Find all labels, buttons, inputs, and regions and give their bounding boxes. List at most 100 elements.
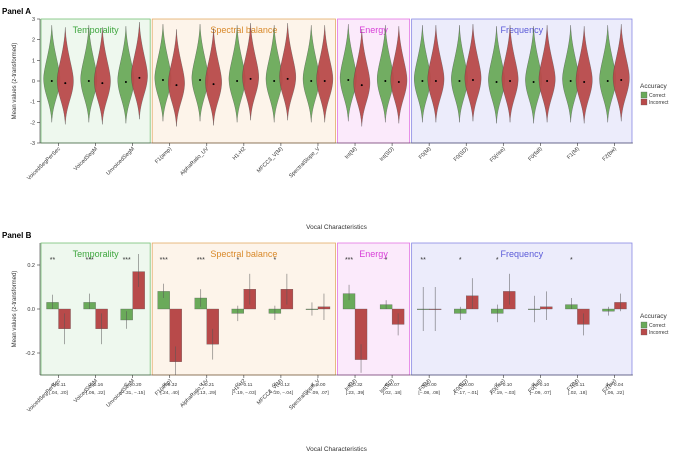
violin-mean-point bbox=[384, 80, 387, 82]
violin-incorrect bbox=[316, 25, 333, 123]
y-tick-label: -2 bbox=[30, 120, 35, 126]
effect-size-ci: [.23, .39] bbox=[346, 390, 365, 396]
violin-mean-point bbox=[212, 83, 215, 86]
violin-mean-point bbox=[64, 82, 67, 85]
effect-size: d=0.16 bbox=[88, 382, 103, 388]
significance-mark: * bbox=[274, 257, 277, 264]
x-tick-label: F1(M) bbox=[566, 146, 581, 161]
violin-mean-point bbox=[161, 78, 164, 81]
violin-mean-point bbox=[138, 76, 141, 79]
y-tick-label: 1 bbox=[32, 58, 35, 64]
violin-mean-point bbox=[286, 77, 289, 80]
violin-mean-point bbox=[347, 78, 350, 81]
violin-mean-point bbox=[397, 81, 400, 84]
violin-incorrect bbox=[205, 28, 222, 126]
x-tick-label: SpectralSlope_V bbox=[288, 146, 321, 179]
y-axis-label: Mean values (z-transformed) bbox=[12, 271, 18, 348]
effect-size-ci: [.02, .18] bbox=[383, 390, 402, 396]
violin-mean-point bbox=[434, 80, 437, 82]
violin-correct bbox=[340, 24, 357, 122]
violin-mean-point bbox=[569, 80, 572, 82]
significance-mark: *** bbox=[197, 257, 205, 264]
effect-size: d=0.00 bbox=[422, 382, 437, 388]
violin-mean-point bbox=[471, 78, 474, 81]
violin-mean-point bbox=[236, 80, 239, 82]
effect-size-ci: [−.17, −.01] bbox=[454, 390, 478, 396]
significance-mark: * bbox=[570, 257, 573, 264]
group-title: Energy bbox=[359, 25, 388, 35]
x-tick-label: F0(rise) bbox=[489, 146, 507, 164]
significance-mark: *** bbox=[345, 257, 353, 264]
significance-mark: ** bbox=[50, 257, 56, 264]
violin-mean-point bbox=[273, 80, 276, 82]
x-tick-label: F1(amp) bbox=[154, 146, 173, 165]
effect-size-ci: [−.08, .08] bbox=[418, 390, 439, 396]
effect-size: d=0.21 bbox=[199, 382, 214, 388]
effect-size: d=0.07 bbox=[385, 382, 400, 388]
legend-title: Accuracy bbox=[640, 313, 667, 320]
significance-mark: ** bbox=[420, 257, 426, 264]
x-tick-label: F2(bw) bbox=[602, 146, 618, 162]
legend-swatch-correct bbox=[640, 321, 648, 329]
violin-correct bbox=[154, 24, 172, 122]
violin-mean-point bbox=[620, 78, 623, 81]
x-tick-label: F0(fall) bbox=[527, 146, 543, 162]
effect-size: d=0.11 bbox=[51, 382, 66, 388]
effect-size: d=−0.10 bbox=[494, 382, 512, 388]
violin-mean-point bbox=[606, 80, 609, 82]
violin-incorrect bbox=[390, 26, 408, 124]
effect-size-ci: [−.19, −.03] bbox=[232, 390, 256, 396]
violin-mean-point bbox=[199, 78, 202, 81]
violin-incorrect bbox=[94, 27, 111, 125]
legend-label: Correct bbox=[649, 93, 666, 99]
violin-mean-point bbox=[532, 81, 535, 84]
violin-incorrect bbox=[464, 24, 482, 122]
violin-mean-point bbox=[50, 80, 53, 82]
legend-label: Correct bbox=[649, 323, 666, 329]
violin-incorrect bbox=[612, 24, 630, 122]
x-tick-label: MFCC3_V(M) bbox=[256, 146, 284, 174]
group-title: Frequency bbox=[501, 25, 544, 35]
x-tick-label: Int(M) bbox=[344, 146, 359, 161]
effect-size-ci: [−.31, −.15] bbox=[121, 390, 145, 396]
effect-size-ci: [−.20, −.04] bbox=[269, 390, 293, 396]
effect-size-ci: [−.19, −.03] bbox=[491, 390, 515, 396]
panel-label: Panel A bbox=[2, 7, 31, 16]
significance-mark: * bbox=[496, 257, 499, 264]
violin-incorrect bbox=[131, 22, 148, 120]
violin-incorrect bbox=[168, 29, 185, 127]
violin-mean-point bbox=[249, 77, 252, 80]
effect-size: d=0.11 bbox=[570, 382, 585, 388]
y-tick-label: 3 bbox=[32, 17, 35, 23]
violin-incorrect bbox=[501, 25, 519, 123]
violin-mean-point bbox=[101, 82, 104, 85]
effect-size: d=−0.10 bbox=[532, 382, 550, 388]
group-title: Spectral balance bbox=[210, 249, 277, 259]
violin-incorrect bbox=[57, 27, 74, 125]
effect-size: d=−0.04 bbox=[606, 382, 624, 388]
violin-mean-point bbox=[509, 80, 512, 82]
effect-size: d=0.00 bbox=[311, 382, 326, 388]
effect-size: d=0.32 bbox=[348, 382, 363, 388]
effect-size: d=−0.12 bbox=[272, 382, 290, 388]
legend-swatch-incorrect bbox=[640, 98, 648, 106]
y-axis-label: Mean values (z-transformed) bbox=[12, 43, 18, 120]
significance-mark: *** bbox=[123, 257, 131, 264]
legend-label: Incorrect bbox=[649, 100, 669, 106]
violin-mean-point bbox=[421, 80, 424, 82]
violin-mean-point bbox=[323, 80, 326, 82]
violin-mean-point bbox=[495, 81, 498, 84]
effect-size-ci: [.06, .22] bbox=[605, 390, 624, 396]
violin-mean-point bbox=[458, 80, 461, 82]
effect-size: d=−0.20 bbox=[124, 382, 142, 388]
violin-mean-point bbox=[310, 80, 313, 82]
violin-incorrect bbox=[353, 29, 371, 127]
effect-size-ci: [.24, .40] bbox=[160, 390, 179, 396]
y-tick-label: 0.2 bbox=[27, 263, 35, 269]
x-tick-label: F0(SD) bbox=[453, 146, 470, 163]
violin-incorrect bbox=[242, 23, 259, 121]
x-tick-label: AlphaRatio_UV bbox=[179, 146, 210, 177]
y-tick-label: -1 bbox=[30, 100, 35, 106]
violin-mean-point bbox=[546, 80, 549, 82]
